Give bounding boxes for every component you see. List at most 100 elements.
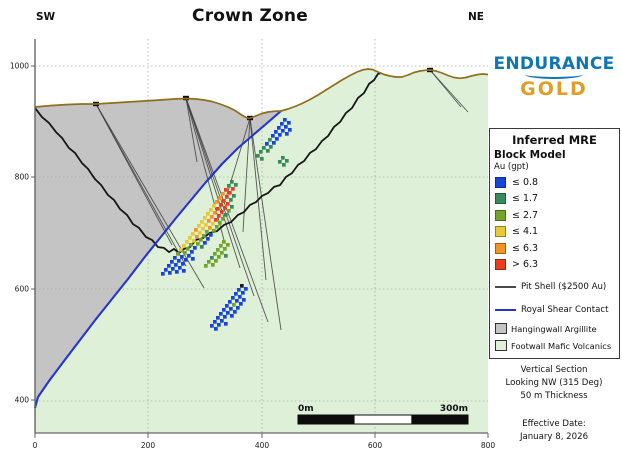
block-model-block: [209, 233, 213, 237]
block-model-block: [194, 228, 198, 232]
hangingwall-argillite-region: [35, 98, 281, 408]
block-model-block: [214, 327, 218, 331]
block-model-block: [210, 256, 214, 260]
block-model-block: [210, 324, 214, 328]
grade-swatch: [495, 226, 506, 238]
drill-trace: [95, 103, 187, 267]
block-model-block: [202, 234, 206, 238]
note-line: Looking NW (315 Deg): [505, 377, 603, 388]
block-model-block: [285, 132, 289, 136]
block-model-block: [219, 312, 223, 316]
legend-grade-row: ≤ 2.7: [494, 207, 615, 224]
grade-swatch: [495, 259, 506, 271]
block-model-block: [204, 223, 208, 227]
block-model-block: [182, 244, 186, 248]
block-model-block: [217, 214, 221, 218]
block-model-block: [225, 195, 229, 199]
section-notes: Vertical Section Looking NW (315 Deg) 50…: [488, 364, 620, 403]
block-model-block: [280, 122, 284, 126]
block-model-block: [199, 238, 203, 242]
block-model-block: [191, 232, 195, 236]
block-model-block: [224, 322, 228, 326]
block-model-block: [232, 303, 236, 307]
block-model-block: [227, 184, 231, 188]
legend-unit-row: Hangingwall Argillite: [494, 321, 615, 336]
legend-subtitle: Block Model: [494, 149, 566, 161]
block-model-block: [177, 259, 181, 263]
x-tick-label: 600: [368, 441, 383, 450]
note-line: Vertical Section: [520, 365, 588, 375]
block-model-block: [212, 229, 216, 233]
block-model-block: [230, 205, 234, 209]
block-model-block: [196, 242, 200, 246]
block-model-block: [201, 227, 205, 231]
grade-label: ≤ 0.8: [512, 176, 539, 188]
block-model-block: [178, 266, 182, 270]
y-tick-label: 1000: [10, 62, 29, 71]
legend-grade-row: ≤ 6.3: [494, 240, 615, 257]
legend-title: Inferred MRE: [512, 133, 597, 147]
block-model-block: [227, 209, 231, 213]
block-model-block: [211, 222, 215, 226]
legend-box: Inferred MRE Block Model Au (gpt) ≤ 0.8 ≤…: [489, 128, 620, 359]
block-model-block: [268, 138, 272, 142]
block-model-block: [197, 224, 201, 228]
block-model-block: [220, 210, 224, 214]
page-title: Crown Zone: [192, 6, 308, 26]
block-model-block: [266, 149, 270, 153]
legend-unit-row: Footwall Mafic Volcanics: [494, 338, 615, 353]
block-model-block: [213, 211, 217, 215]
block-model-block: [239, 302, 243, 306]
block-model-block: [231, 187, 235, 191]
block-model-block: [221, 192, 225, 196]
legend-grade-rows: ≤ 0.8 ≤ 1.7 ≤ 2.7 ≤ 4.1 ≤ 6.3 > 6.3: [494, 174, 615, 273]
y-tick-label: 600: [15, 285, 30, 294]
block-model-block: [283, 118, 287, 122]
block-model-block: [224, 213, 228, 217]
block-model-block: [229, 198, 233, 202]
block-model-block: [203, 241, 207, 245]
block-model-block: [161, 272, 165, 276]
company-logo: ENDURANCE GOLD: [488, 55, 620, 100]
block-model-block: [278, 133, 282, 137]
legend-line-rows: Pit Shell ($2500 Au) Royal Shear Contact: [494, 277, 615, 319]
block-model-block: [210, 215, 214, 219]
block-model-block: [256, 154, 260, 158]
block-model-block: [217, 323, 221, 327]
y-tick-label: 400: [15, 396, 30, 405]
block-model-block: [171, 267, 175, 271]
block-model-block: [226, 202, 230, 206]
block-model-block: [222, 240, 226, 244]
southwest-label: SW: [36, 11, 56, 23]
block-model-block: [192, 239, 196, 243]
block-model-block: [269, 145, 273, 149]
block-model-block: [230, 180, 234, 184]
block-model-block: [235, 299, 239, 303]
block-model-block: [176, 252, 180, 256]
block-model-block: [164, 268, 168, 272]
unit-swatch: [495, 340, 507, 351]
block-model-block: [284, 125, 288, 129]
block-model-block: [190, 250, 194, 254]
block-model-block: [228, 191, 232, 195]
block-model-block: [236, 306, 240, 310]
legend-unit-label: Au (gpt): [494, 162, 529, 172]
block-model-block: [226, 243, 230, 247]
block-model-block: [271, 134, 275, 138]
block-model-block: [231, 296, 235, 300]
grade-label: ≤ 1.7: [512, 193, 539, 205]
unit-label: Footwall Mafic Volcanics: [511, 340, 612, 351]
block-model-block: [219, 203, 223, 207]
effective-date: Effective Date: January 8, 2026: [488, 418, 620, 444]
block-model-block: [213, 320, 217, 324]
line-label: Royal Shear Contact: [521, 304, 609, 315]
block-model-block: [214, 218, 218, 222]
block-model-block: [182, 269, 186, 273]
block-model-block: [285, 159, 289, 163]
block-model-block: [185, 240, 189, 244]
block-model-block: [288, 128, 292, 132]
block-model-block: [226, 311, 230, 315]
block-model-block: [179, 248, 183, 252]
legend-grade-row: ≤ 0.8: [494, 174, 615, 191]
